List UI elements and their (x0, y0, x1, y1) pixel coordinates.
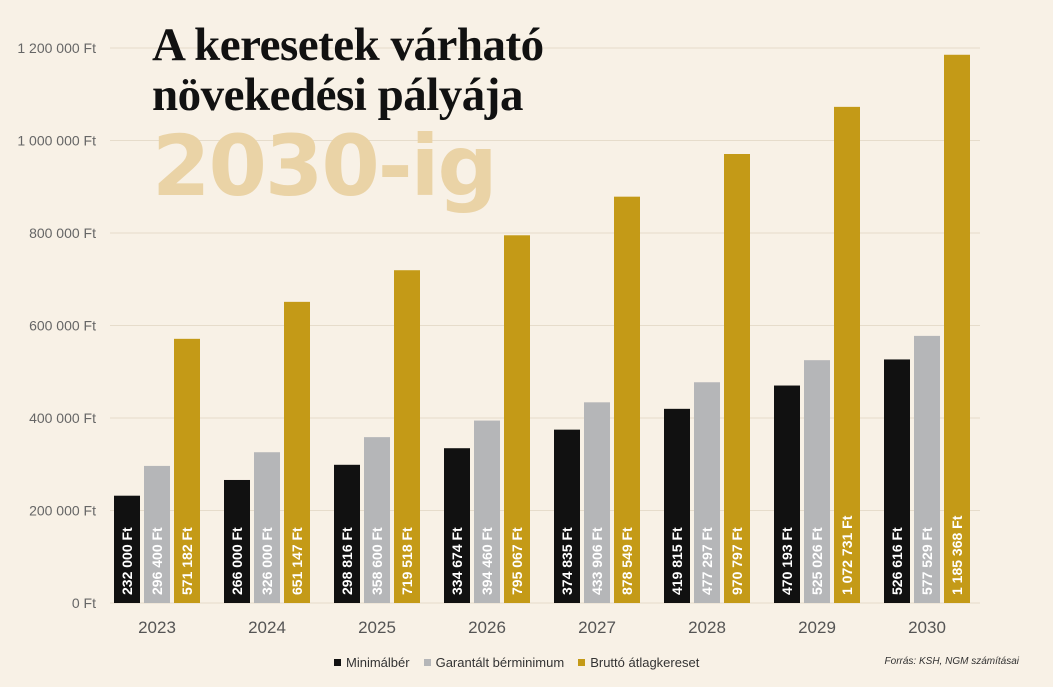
bar-value-label: 394 460 Ft (479, 527, 495, 595)
bar-value-label: 577 529 Ft (919, 527, 935, 595)
bar (114, 495, 140, 603)
bar-value-label: 477 297 Ft (699, 527, 715, 595)
bar (664, 408, 690, 603)
legend-swatch-atlagkereset (578, 659, 586, 666)
bar (224, 479, 250, 603)
x-tick-label: 2025 (358, 618, 396, 637)
bar-value-label: 719 518 Ft (399, 527, 415, 595)
bar (254, 452, 280, 603)
bar-value-label: 358 600 Ft (369, 527, 385, 595)
bar (394, 270, 420, 603)
bar-value-label: 374 835 Ft (559, 527, 575, 595)
bar-value-label: 470 193 Ft (779, 527, 795, 595)
y-tick-label: 400 000 Ft (29, 410, 96, 426)
bar (554, 429, 580, 603)
legend-label-atlagkereset: Bruttó átlagkereset (590, 655, 700, 670)
bar (364, 437, 390, 603)
bar (804, 360, 830, 603)
bar-value-label: 525 026 Ft (809, 527, 825, 595)
y-axis: 0 Ft 200 000 Ft 400 000 Ft 600 000 Ft 800 00… (17, 40, 96, 611)
bar-value-label: 266 000 Ft (229, 527, 245, 595)
bar-value-label: 296 400 Ft (149, 527, 165, 595)
title-line-1: A keresetek várható (152, 19, 544, 71)
title-year: 2030-ig (152, 117, 498, 215)
x-tick-label: 2030 (908, 618, 946, 637)
x-tick-label: 2029 (798, 618, 836, 637)
legend-item-minimalber: Minimálbér (334, 655, 410, 670)
legend-item-berminimum: Garantált bérminimum (423, 655, 565, 670)
bars: 232 000 Ft 296 400 Ft 571 182 Ft 266 000 Ft… (114, 54, 970, 604)
x-tick-label: 2028 (688, 618, 726, 637)
bar-value-label: 1 185 368 Ft (949, 515, 965, 595)
y-tick-label: 1 000 000 Ft (17, 133, 96, 149)
legend-item-atlagkereset: Bruttó átlagkereset (578, 655, 699, 670)
y-tick-label: 800 000 Ft (29, 225, 96, 241)
bar-value-label: 1 072 731 Ft (839, 515, 855, 595)
bar (944, 54, 970, 604)
bar (174, 338, 200, 603)
bar (334, 464, 360, 603)
bar (774, 385, 800, 603)
bar-value-label: 651 147 Ft (289, 527, 305, 595)
bar-value-label: 334 674 Ft (449, 527, 465, 595)
legend-swatch-berminimum (423, 659, 431, 666)
legend-label-berminimum: Garantált bérminimum (435, 655, 565, 670)
bar (584, 402, 610, 603)
y-tick-label: 600 000 Ft (29, 318, 96, 334)
bar-value-label: 878 549 Ft (619, 527, 635, 595)
y-tick-label: 1 200 000 Ft (17, 40, 96, 56)
x-tick-label: 2024 (248, 618, 286, 637)
legend-label-minimalber: Minimálbér (346, 655, 410, 670)
bar-value-label: 795 067 Ft (509, 527, 525, 595)
x-tick-label: 2027 (578, 618, 616, 637)
y-tick-label: 0 Ft (72, 595, 96, 611)
bar-value-label: 326 000 Ft (259, 527, 275, 595)
x-tick-label: 2023 (138, 618, 176, 637)
source-note: Forrás: KSH, NGM számításai (884, 656, 1019, 667)
bar (614, 196, 640, 603)
y-tick-label: 200 000 Ft (29, 503, 96, 519)
bar (914, 335, 940, 603)
legend-swatch-minimalber (334, 659, 341, 666)
title-line-2: növekedési pályája (152, 69, 523, 121)
bar (474, 420, 500, 603)
bar-value-label: 970 797 Ft (729, 527, 745, 595)
chart-title: A keresetek várható növekedési pályája (152, 20, 544, 120)
bar (694, 382, 720, 603)
bar-value-label: 433 906 Ft (589, 527, 605, 595)
bar-value-label: 571 182 Ft (179, 527, 195, 595)
legend: Minimálbér Garantált bérminimum Bruttó á… (334, 655, 713, 670)
bar (834, 106, 860, 604)
bar-value-label: 526 616 Ft (889, 527, 905, 595)
bar (284, 301, 310, 603)
bar (504, 235, 530, 604)
x-tick-label: 2026 (468, 618, 506, 637)
bar-value-label: 419 815 Ft (669, 527, 685, 595)
bar-value-label: 298 816 Ft (339, 527, 355, 595)
bar-value-label: 232 000 Ft (119, 527, 135, 595)
bar (144, 465, 170, 603)
bar (444, 448, 470, 603)
bar (724, 154, 750, 603)
bar (884, 359, 910, 603)
x-axis: 2023 2024 2025 2026 2027 2028 2029 2030 (138, 618, 946, 637)
